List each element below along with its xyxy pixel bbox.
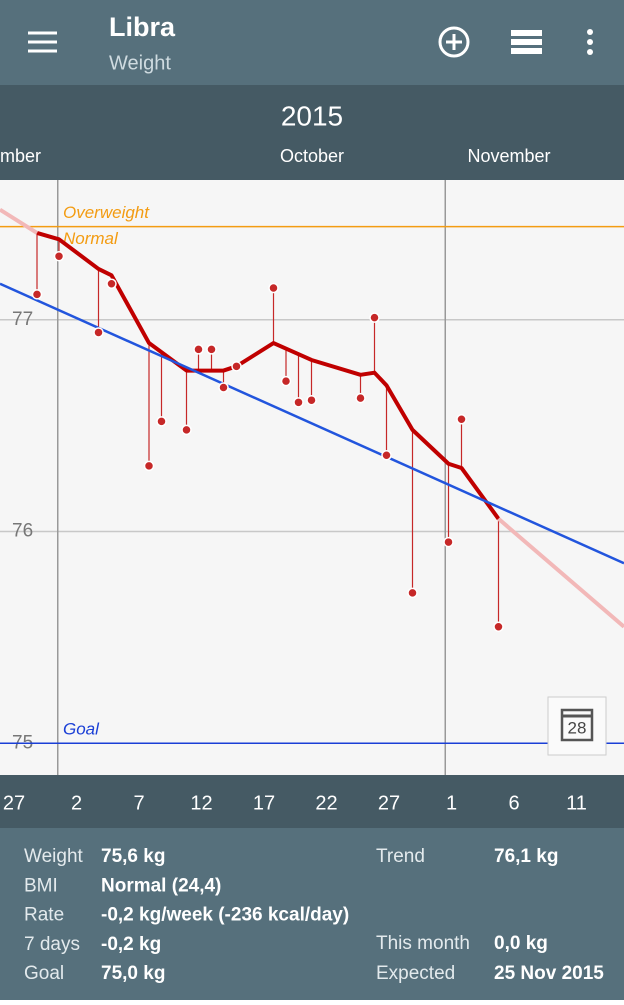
reference-label: Normal bbox=[63, 229, 119, 248]
stat-value: Normal (24,4) bbox=[101, 875, 221, 896]
y-tick-label: 76 bbox=[12, 521, 33, 542]
year-label: 2015 bbox=[281, 100, 343, 131]
x-tick-label: 7 bbox=[133, 792, 144, 814]
measurement-point bbox=[370, 313, 379, 322]
measurement-point bbox=[33, 290, 42, 299]
stat-value: -0,2 kg bbox=[101, 934, 161, 955]
month-label: November bbox=[467, 146, 550, 166]
measurement-point bbox=[207, 345, 216, 354]
measurement-point bbox=[356, 394, 365, 403]
measurement-point bbox=[382, 451, 391, 460]
x-axis-band bbox=[0, 775, 624, 828]
stat-value: 76,1 kg bbox=[494, 846, 558, 867]
x-tick-label: 17 bbox=[253, 792, 275, 814]
stat-value: 75,6 kg bbox=[101, 846, 165, 867]
stat-value: 0,0 kg bbox=[494, 933, 548, 954]
y-tick-label: 77 bbox=[12, 309, 33, 330]
stat-label: This month bbox=[376, 933, 470, 954]
more-button[interactable] bbox=[587, 29, 593, 55]
stat-label: Weight bbox=[24, 846, 84, 867]
measurement-point bbox=[444, 538, 453, 547]
measurement-point bbox=[294, 398, 303, 407]
reference-label: Overweight bbox=[63, 203, 150, 222]
measurement-point bbox=[219, 383, 228, 392]
month-label: October bbox=[280, 146, 344, 166]
measurement-point bbox=[269, 283, 278, 292]
stat-label: Expected bbox=[376, 963, 455, 984]
calendar-button[interactable]: 28 bbox=[548, 697, 606, 755]
stat-label: Trend bbox=[376, 846, 425, 867]
measurement-point bbox=[408, 588, 417, 597]
x-tick-label: 27 bbox=[378, 792, 400, 814]
app-subtitle: Weight bbox=[109, 52, 171, 74]
x-tick-label: 27 bbox=[3, 792, 25, 814]
measurement-point bbox=[55, 252, 64, 261]
measurement-point bbox=[145, 461, 154, 470]
x-tick-label: 2 bbox=[71, 792, 82, 814]
x-tick-label: 6 bbox=[508, 792, 519, 814]
app-title: Libra bbox=[109, 12, 176, 42]
measurement-point bbox=[307, 396, 316, 405]
measurement-point bbox=[107, 279, 116, 288]
measurement-point bbox=[182, 425, 191, 434]
stat-value: -0,2 kg/week (-236 kcal/day) bbox=[101, 905, 349, 926]
plot-area bbox=[0, 180, 624, 775]
measurement-point bbox=[157, 417, 166, 426]
stat-label: BMI bbox=[24, 875, 58, 896]
calendar-day: 28 bbox=[568, 718, 587, 737]
measurement-point bbox=[282, 377, 291, 386]
stat-value: 75,0 kg bbox=[101, 963, 165, 984]
header-band bbox=[0, 85, 624, 180]
x-tick-label: 1 bbox=[446, 792, 457, 814]
measurement-point bbox=[457, 415, 466, 424]
stat-label: 7 days bbox=[24, 934, 80, 955]
measurement-point bbox=[494, 622, 503, 631]
x-tick-label: 12 bbox=[190, 792, 212, 814]
stat-label: Goal bbox=[24, 963, 64, 984]
measurement-point bbox=[232, 362, 241, 371]
measurement-point bbox=[194, 345, 203, 354]
measurement-point bbox=[94, 328, 103, 337]
stat-value: 25 Nov 2015 bbox=[494, 963, 604, 984]
stat-label: Rate bbox=[24, 905, 64, 926]
list-button[interactable] bbox=[511, 30, 542, 54]
x-tick-label: 11 bbox=[566, 792, 587, 814]
x-tick-label: 22 bbox=[315, 792, 337, 814]
reference-label: Goal bbox=[63, 720, 100, 739]
month-label: mber bbox=[0, 146, 41, 166]
